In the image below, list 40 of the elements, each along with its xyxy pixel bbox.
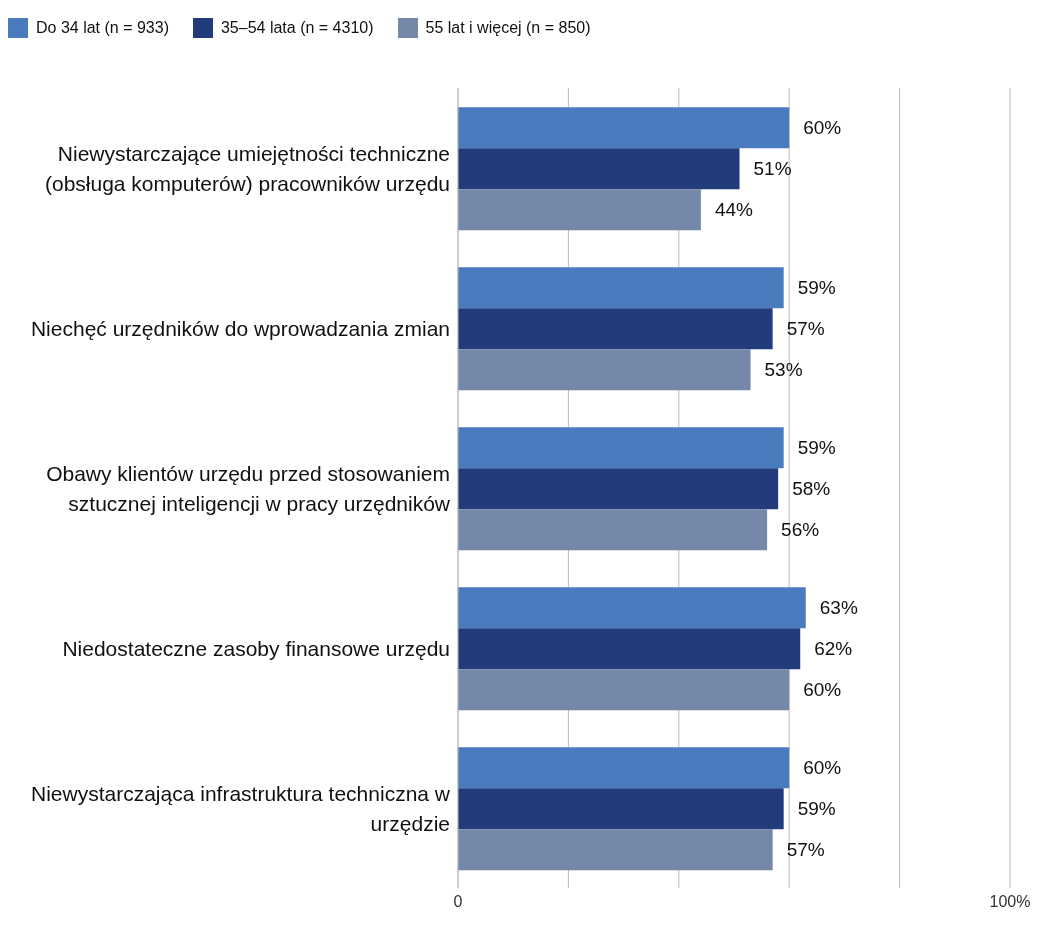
y-tick-label: Niewystarczająca infrastruktura techniczna w urzędzie xyxy=(31,781,451,835)
data-label: 62% xyxy=(814,638,853,660)
bar xyxy=(458,349,751,391)
data-label: 44% xyxy=(714,199,754,221)
bar xyxy=(458,669,790,711)
bar xyxy=(458,427,784,469)
legend-label: Do 34 lat (n = 933) xyxy=(36,19,169,37)
y-tick-label: Niewystarczające umiejętności techniczne (obsługa komputerów) pracowników urzędu xyxy=(44,141,450,195)
data-label: 57% xyxy=(786,839,825,861)
data-label: 59% xyxy=(797,277,836,299)
bar xyxy=(458,189,701,231)
data-label: 56% xyxy=(781,519,820,541)
data-label: 63% xyxy=(819,597,858,619)
bar xyxy=(458,788,784,830)
bar xyxy=(458,468,779,510)
data-label: 60% xyxy=(803,679,842,701)
data-label: 59% xyxy=(797,437,836,459)
bar xyxy=(458,267,784,309)
bar xyxy=(458,148,740,190)
bar xyxy=(458,107,790,149)
x-tick-label: 0 xyxy=(453,893,463,911)
data-label: 60% xyxy=(803,117,842,139)
data-label: 51% xyxy=(753,158,792,180)
x-tick-label: 100% xyxy=(989,893,1031,911)
bar xyxy=(458,587,806,629)
data-label: 53% xyxy=(764,359,803,381)
data-label: 59% xyxy=(797,798,836,820)
legend-label: 35–54 lata (n = 4310) xyxy=(220,19,374,37)
bar xyxy=(458,628,801,670)
data-label: 57% xyxy=(786,318,825,340)
bar xyxy=(458,308,773,350)
data-label: 60% xyxy=(803,757,842,779)
bar xyxy=(458,747,790,789)
y-tick-label: Obawy klientów urzędu przed stosowaniem sztucznej inteligencji w pracy urzędników xyxy=(46,461,451,515)
legend-label: 55 lat i więcej (n = 850) xyxy=(425,19,591,37)
bar xyxy=(458,829,773,871)
data-label: 58% xyxy=(792,478,831,500)
y-tick-label: Niechęć urzędników do wprowadzania zmian xyxy=(30,316,450,340)
y-tick-label: Niedostateczne zasoby finansowe urzędu xyxy=(62,636,450,660)
bar xyxy=(458,509,768,551)
